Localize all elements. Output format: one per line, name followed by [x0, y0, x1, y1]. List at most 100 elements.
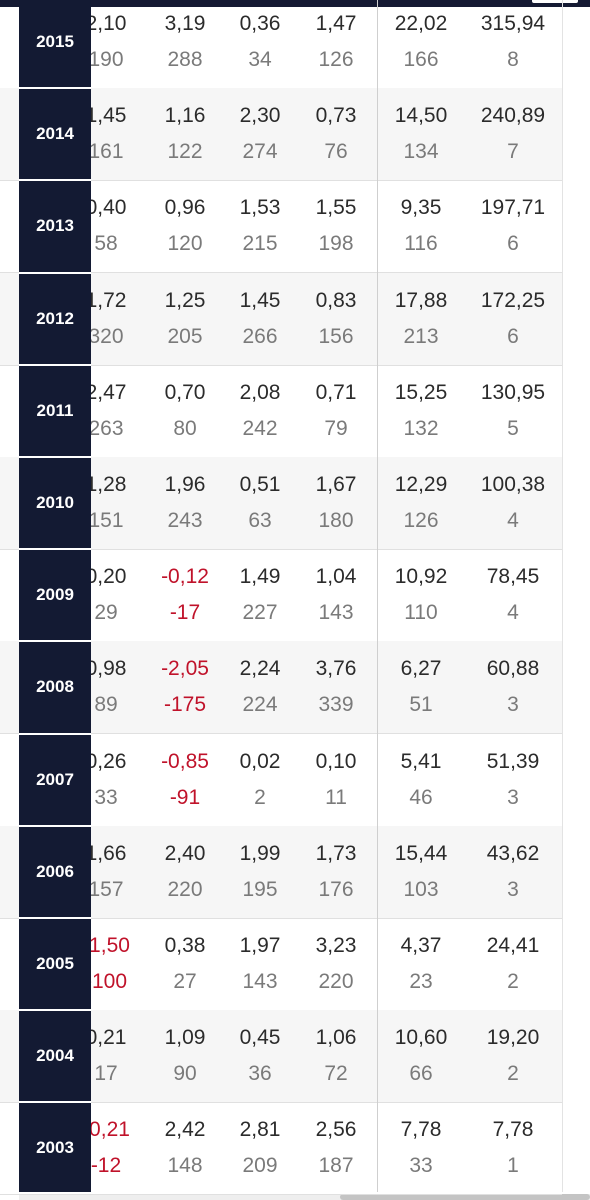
- cell-value: 5,41: [400, 750, 442, 773]
- table-row: -0,21 -12 2,42 148 2,81 209 2,56 187 7,78 33 7,78 1: [0, 1102, 562, 1195]
- returns-table: 2,10 190 3,19 288 0,36 34 1,47 126 22,02 166 315,9…: [0, 0, 563, 1195]
- table-row: 1,28 151 1,96 243 0,51 63 1,67 180 12,29 126 100,3…: [0, 457, 562, 550]
- cell-rank: 126: [318, 48, 354, 71]
- cell-value: 1,06: [315, 1026, 357, 1049]
- cell-rank: 126: [403, 509, 439, 532]
- cell-rank: 23: [409, 970, 433, 993]
- horizontal-scrollbar-track[interactable]: [19, 1194, 590, 1200]
- cell-rank: 166: [403, 48, 439, 71]
- cell-value: 1,66: [85, 842, 127, 865]
- cell-rank: 122: [167, 140, 203, 163]
- cell-rank: 120: [167, 232, 203, 255]
- cell-rank: 4: [507, 601, 519, 624]
- cell-value: 315,94: [480, 12, 546, 35]
- table-row: 0,98 89 -2,05 -175 2,24 224 3,76 339 6,27 51 60,88…: [0, 641, 562, 734]
- cell-rank: 274: [242, 140, 278, 163]
- cell-value: 0,96: [164, 196, 206, 219]
- year-separator: [19, 1101, 91, 1103]
- cell-rank: 187: [318, 1154, 354, 1177]
- cell-rank: 7: [507, 140, 519, 163]
- cell-rank: 266: [242, 325, 278, 348]
- cell-value: -1,50: [82, 934, 130, 957]
- cell-rank: 6: [507, 232, 519, 255]
- cell-rank: 213: [403, 325, 439, 348]
- cell-value: 1,72: [85, 289, 127, 312]
- cell-rank: 80: [173, 417, 197, 440]
- cell-value: 1,55: [315, 196, 357, 219]
- table-row: 0,20 29 -0,12 -17 1,49 227 1,04 143 10,92 110 78,4…: [0, 549, 562, 642]
- cell-rank: -175: [163, 693, 207, 716]
- year-separator: [19, 456, 91, 458]
- cell-value: 7,78: [400, 1118, 442, 1141]
- cell-rank: 27: [173, 970, 197, 993]
- cell-rank: 90: [173, 1062, 197, 1085]
- year-label: 2003: [36, 1138, 74, 1157]
- column-divider: [377, 0, 378, 1192]
- cell-value: -0,85: [161, 750, 209, 773]
- year-separator: [19, 179, 91, 181]
- cell-rank: 205: [167, 325, 203, 348]
- year-label: 2011: [36, 401, 74, 420]
- cell-value: 0,38: [164, 934, 206, 957]
- cell-value: 172,25: [480, 289, 546, 312]
- cell-rank: 103: [403, 878, 439, 901]
- year-column: 2015 2014 2013 2012 2011 2010 2009 2008 2007 2006…: [19, 0, 91, 1192]
- cell-value: -0,21: [82, 1118, 130, 1141]
- table-row: 1,66 157 2,40 220 1,99 195 1,73 176 15,44 103 43,6…: [0, 826, 562, 919]
- cell-value: 2,42: [164, 1118, 206, 1141]
- year-separator: [19, 640, 91, 642]
- cell-value: 60,88: [486, 657, 540, 680]
- cell-value: 2,81: [239, 1118, 281, 1141]
- year-label: 2004: [36, 1046, 74, 1065]
- year-separator: [19, 364, 91, 366]
- cell-value: 1,45: [85, 104, 127, 127]
- cell-value: 0,45: [239, 1026, 281, 1049]
- cell-value: 3,23: [315, 934, 357, 957]
- cell-value: 3,76: [315, 657, 357, 680]
- cell-rank: 3: [507, 786, 519, 809]
- cell-value: 1,25: [164, 289, 206, 312]
- cell-value: 1,04: [315, 565, 357, 588]
- cell-value: 1,49: [239, 565, 281, 588]
- cell-value: 0,26: [85, 750, 127, 773]
- cell-rank: 288: [167, 48, 203, 71]
- cell-rank: 220: [318, 970, 354, 993]
- year-label: 2012: [36, 309, 74, 328]
- cell-rank: 110: [404, 601, 438, 624]
- horizontal-scrollbar-thumb[interactable]: [340, 1194, 590, 1200]
- cell-value: 0,83: [315, 289, 357, 312]
- cell-rank: 176: [318, 878, 354, 901]
- cell-value: 0,40: [85, 196, 127, 219]
- cell-value: 0,98: [85, 657, 127, 680]
- cell-value: -0,12: [161, 565, 209, 588]
- cell-rank: 132: [403, 417, 439, 440]
- cell-rank: 5: [507, 417, 519, 440]
- year-separator: [19, 825, 91, 827]
- year-label: 2010: [36, 493, 74, 512]
- year-label: 2008: [36, 677, 74, 696]
- cell-rank: 3: [507, 878, 519, 901]
- cell-value: -2,05: [161, 657, 209, 680]
- cell-rank: 339: [318, 693, 354, 716]
- cell-value: 0,70: [164, 381, 206, 404]
- cell-rank: 51: [409, 693, 433, 716]
- cell-rank: 263: [88, 417, 124, 440]
- cell-rank: 34: [248, 48, 272, 71]
- cell-value: 1,53: [239, 196, 281, 219]
- cell-rank: 33: [94, 786, 118, 809]
- cell-value: 0,73: [315, 104, 357, 127]
- cell-rank: 148: [167, 1154, 203, 1177]
- cell-rank: -12: [90, 1154, 122, 1177]
- cell-value: 2,47: [85, 381, 127, 404]
- cell-rank: 72: [324, 1062, 348, 1085]
- cell-value: 24,41: [486, 934, 540, 957]
- cell-rank: 190: [88, 48, 124, 71]
- cell-rank: 134: [403, 140, 439, 163]
- year-label: 2013: [36, 216, 74, 235]
- cell-rank: 8: [507, 48, 519, 71]
- cell-rank: 36: [248, 1062, 272, 1085]
- cell-value: 0,36: [239, 12, 281, 35]
- year-separator: [19, 272, 91, 274]
- cell-rank: 224: [242, 693, 278, 716]
- table-row: 0,21 17 1,09 90 0,45 36 1,06 72 10,60 66 19,20 2: [0, 1010, 562, 1103]
